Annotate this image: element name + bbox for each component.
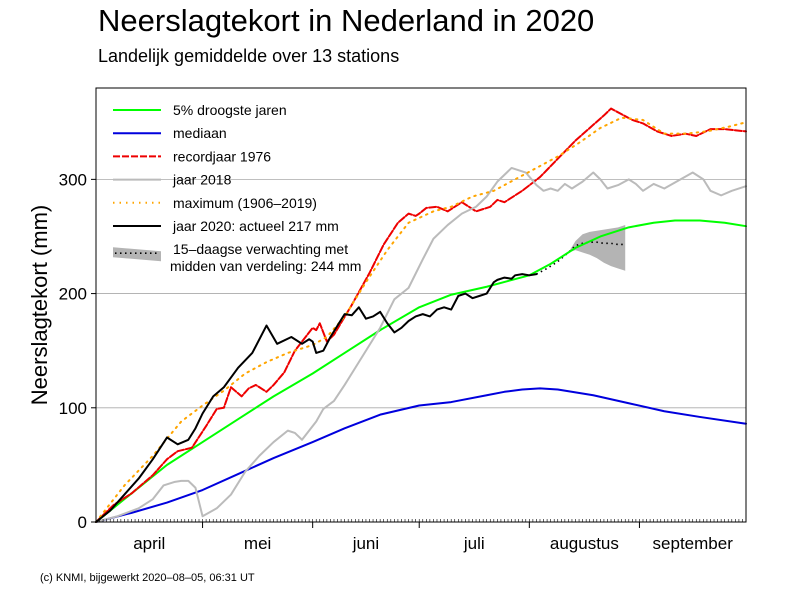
chart-title: Neerslagtekort in Nederland in 2020 [98,3,595,38]
y-tick-label: 300 [59,170,87,189]
x-tick-label: mei [244,534,271,553]
legend-label-forecast: 15–daagse verwachting met [173,241,348,257]
plot-frame [95,87,747,523]
x-tick-label: augustus [550,534,619,553]
legend-label-record1976: recordjaar 1976 [173,148,271,164]
footer-credit: (c) KNMI, bijgewerkt 2020–08–05, 06:31 U… [40,572,255,584]
x-tick-label: september [653,534,734,553]
y-tick-label: 100 [59,399,87,418]
axis-ticks: 0 100 200 300 april mei juni juli augustus septem… [59,170,743,553]
x-tick-label: juli [463,534,485,553]
series-layer [95,107,747,523]
chart-subtitle: Landelijk gemiddelde over 13 stations [98,46,400,66]
series-maximum [95,116,747,523]
legend-label-forecast-2: midden van verdeling: 244 mm [170,258,361,274]
forecast-band [568,225,626,271]
legend-label-droog5: 5% droogste jaren [173,102,287,118]
x-tick-label: juni [352,534,379,553]
legend-label-jaar2018: jaar 2018 [172,172,232,188]
legend: 5% droogste jaren mediaan recordjaar 1976 j… [113,102,361,274]
legend-label-maximum: maximum (1906–2019) [173,195,317,211]
series-droog5 [95,219,747,523]
x-tick-label: april [133,534,165,553]
legend-label-jaar2020: jaar 2020: actueel 217 mm [172,218,339,234]
series-jaar2020 [95,273,538,523]
gridlines [96,178,746,409]
legend-swatch-forecast [113,247,161,262]
forecast-median-line [536,241,626,275]
legend-label-mediaan: mediaan [173,125,227,141]
series-jaar2018 [95,166,747,523]
series-mediaan [95,387,747,523]
series-record1976 [95,107,747,523]
y-tick-label: 0 [78,513,87,532]
forecast-layer [536,225,626,275]
y-tick-label: 200 [59,285,87,304]
